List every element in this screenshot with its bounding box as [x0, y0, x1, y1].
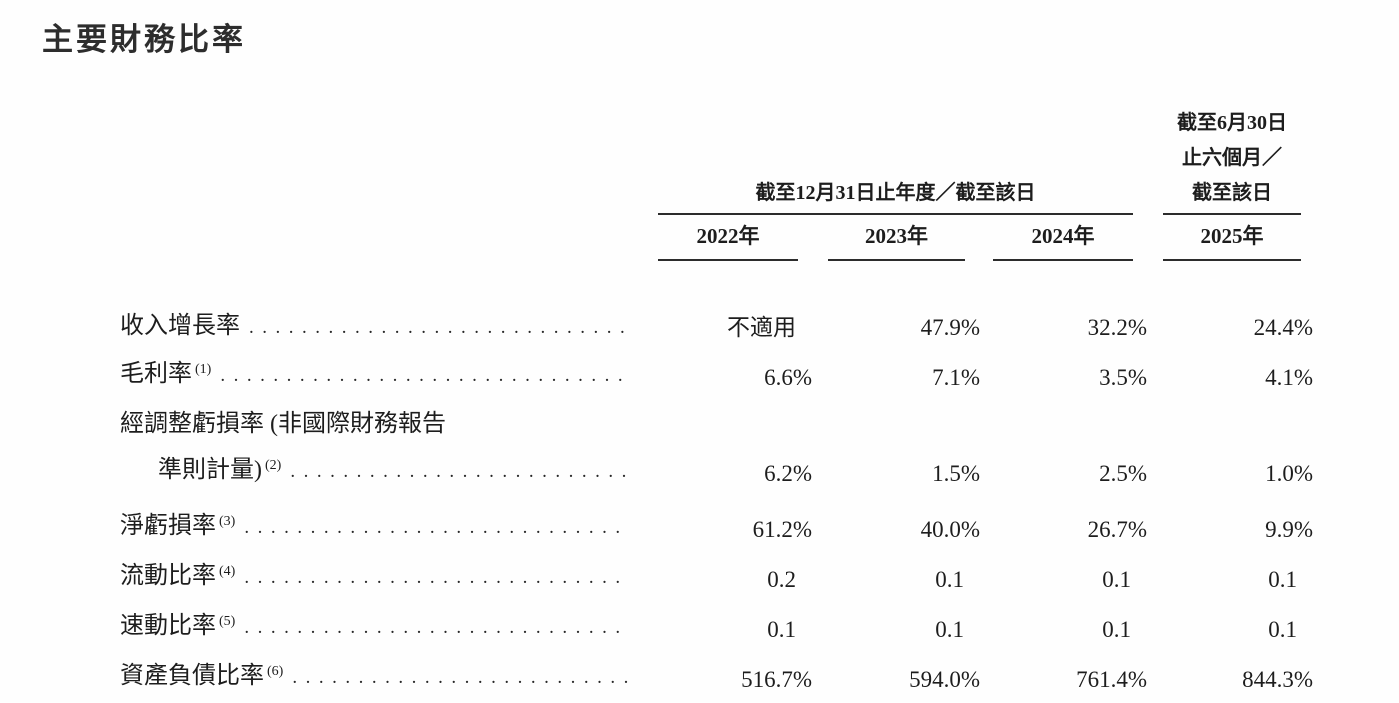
table-row: 淨虧損率(3).................................… — [120, 503, 1313, 553]
dot-leader: ........................................… — [244, 617, 628, 638]
footnote-marker: (3) — [219, 514, 236, 529]
row-label: 毛利率 — [120, 361, 192, 387]
table-row: 毛利率(1)..................................… — [120, 351, 1313, 401]
dot-leader: ........................................… — [244, 517, 628, 538]
cell-value: 0.1 — [1268, 567, 1297, 592]
footnote-marker: (1) — [195, 362, 212, 377]
cell-value: 26.7% — [1087, 517, 1147, 542]
cell-value: 47.9% — [920, 315, 980, 340]
column-header-year-2024: 2024年 — [993, 213, 1133, 261]
ratios-table-body: 收入增長率...................................… — [120, 303, 1313, 703]
row-label-cell: 收入增長率...................................… — [120, 303, 640, 351]
table-row: 資產負債比率(6)...............................… — [120, 653, 1313, 703]
row-label-cell: 資產負債比率(6)...............................… — [120, 653, 640, 703]
dot-leader: ........................................… — [220, 365, 628, 386]
table-row: 經調整虧損率 (非國際財務報告準則計量) (2).................… — [120, 401, 1313, 497]
row-label-cell: 流動比率(4).................................… — [120, 553, 640, 603]
dot-leader: ........................................… — [249, 317, 628, 338]
row-label: 資產負債比率 — [120, 663, 264, 689]
row-label-line: 淨虧損率(3).................................… — [120, 503, 640, 553]
row-label-line: 準則計量)(2)................................… — [120, 447, 640, 497]
column-group-annual-period: 截至12月31日止年度／截至該日 — [658, 176, 1133, 215]
row-label: 速動比率 — [120, 613, 216, 639]
cell-value: 40.0% — [920, 517, 980, 542]
row-label-line: 經調整虧損率 (非國際財務報告 — [120, 401, 640, 447]
cell-value: 1.5% — [932, 461, 980, 486]
column-group-interim-line-3: 截至該日 — [1192, 182, 1272, 204]
cell-value: 761.4% — [1076, 667, 1147, 692]
row-label-cell: 毛利率(1)..................................… — [120, 351, 640, 401]
dot-leader: ........................................… — [292, 667, 628, 688]
row-label-cell: 速動比率(5).................................… — [120, 603, 640, 653]
cell-value: 1.0% — [1265, 461, 1313, 486]
cell-value: 594.0% — [909, 667, 980, 692]
row-label-line: 流動比率(4).................................… — [120, 553, 640, 603]
row-label-line: 速動比率(5).................................… — [120, 603, 640, 653]
cell-value: 不適用 — [727, 315, 796, 340]
cell-value: 4.1% — [1265, 365, 1313, 390]
cell-value: 0.1 — [935, 567, 964, 592]
column-group-interim-period: 截至6月30日 止六個月／ 截至該日 — [1163, 106, 1301, 215]
page-title: 主要財務比率 — [42, 22, 246, 57]
cell-value: 6.6% — [764, 365, 812, 390]
row-label-line: 資產負債比率(6)...............................… — [120, 653, 640, 703]
cell-value: 3.5% — [1099, 365, 1147, 390]
footnote-marker: (2) — [265, 458, 282, 473]
column-header-year-2023: 2023年 — [828, 213, 965, 261]
column-header-year-2025: 2025年 — [1163, 213, 1301, 261]
cell-value: 516.7% — [741, 667, 812, 692]
row-label: 淨虧損率 — [120, 513, 216, 539]
cell-value: 7.1% — [932, 365, 980, 390]
footnote-marker: (6) — [267, 664, 284, 679]
cell-value: 61.2% — [752, 517, 812, 542]
dot-leader: ........................................… — [290, 461, 628, 482]
cell-value: 24.4% — [1253, 315, 1313, 340]
column-group-interim-line-2: 止六個月／ — [1182, 147, 1282, 169]
row-label-cell: 淨虧損率(3).................................… — [120, 503, 640, 553]
row-label-line: 毛利率(1)..................................… — [120, 351, 640, 401]
cell-value: 0.1 — [767, 617, 796, 642]
column-header-year-2022: 2022年 — [658, 213, 798, 261]
column-group-annual-period-label: 截至12月31日止年度／截至該日 — [755, 182, 1036, 204]
row-label: 經調整虧損率 (非國際財務報告 — [120, 411, 446, 437]
cell-value: 0.2 — [767, 567, 796, 592]
dot-leader: ........................................… — [244, 567, 628, 588]
row-label-line: 收入增長率...................................… — [120, 303, 640, 351]
column-group-interim-line-1: 截至6月30日 — [1177, 112, 1287, 134]
cell-value: 6.2% — [764, 461, 812, 486]
cell-value: 9.9% — [1265, 517, 1313, 542]
cell-value: 2.5% — [1099, 461, 1147, 486]
table-row: 流動比率(4).................................… — [120, 553, 1313, 603]
row-label-cell: 經調整虧損率 (非國際財務報告準則計量) (2).................… — [120, 401, 640, 497]
footnote-marker: (4) — [219, 564, 236, 579]
table-row: 速動比率(5).................................… — [120, 603, 1313, 653]
row-label: 收入增長率 — [120, 313, 240, 339]
cell-value: 0.1 — [1102, 617, 1131, 642]
row-label: 流動比率 — [120, 563, 216, 589]
cell-value: 844.3% — [1242, 667, 1313, 692]
footnote-marker: (5) — [219, 614, 236, 629]
table-row: 收入增長率...................................… — [120, 303, 1313, 351]
cell-value: 0.1 — [1102, 567, 1131, 592]
cell-value: 0.1 — [935, 617, 964, 642]
cell-value: 32.2% — [1087, 315, 1147, 340]
row-label: 準則計量) — [158, 457, 262, 483]
cell-value: 0.1 — [1268, 617, 1297, 642]
